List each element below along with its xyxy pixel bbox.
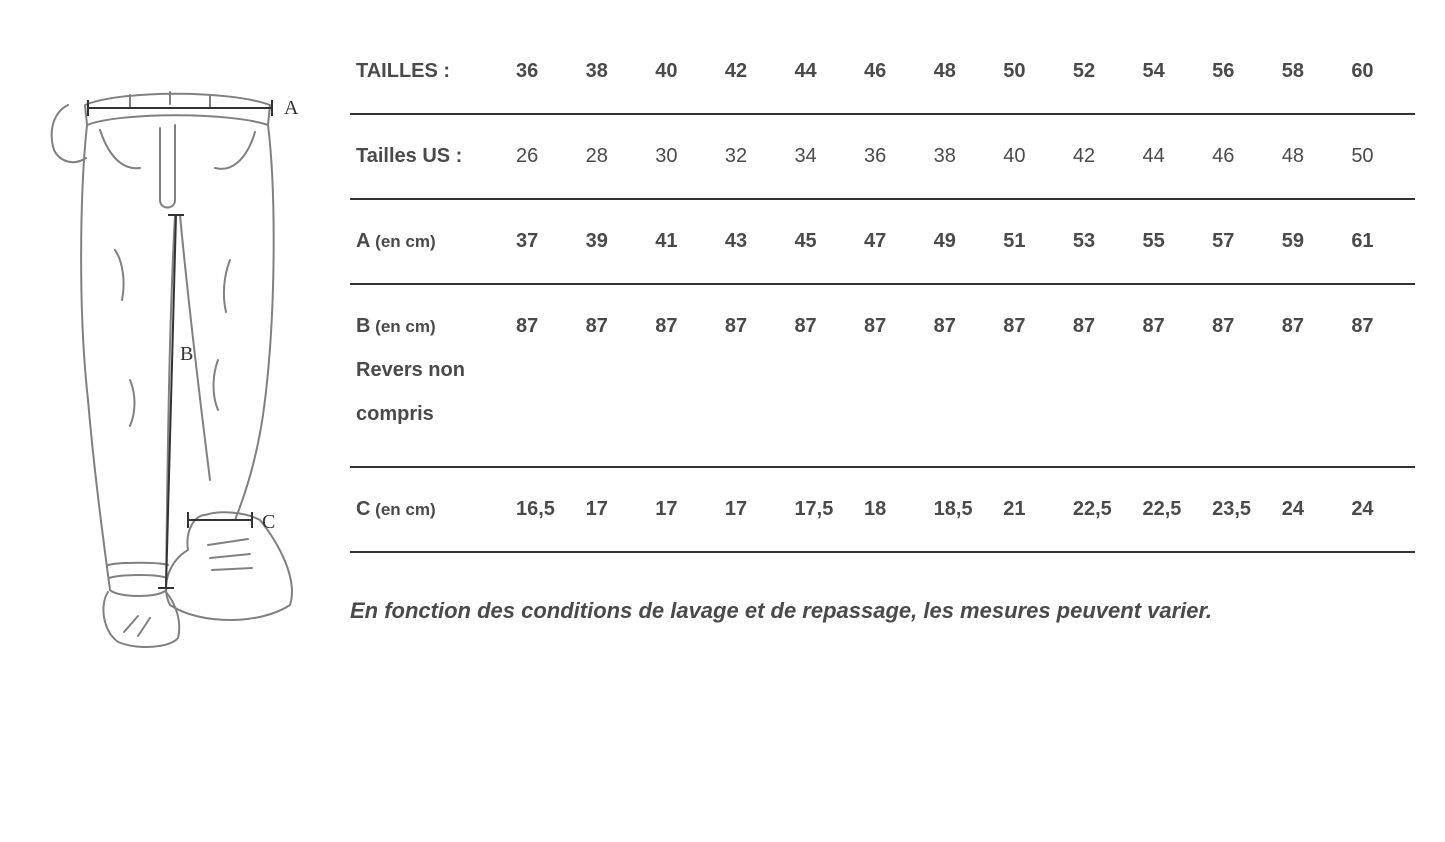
- row-label: B (en cm) Revers non compris: [350, 284, 510, 467]
- cell-value: 43: [719, 199, 789, 284]
- cell-value: 87: [719, 284, 789, 467]
- cell-value: 17: [649, 467, 719, 552]
- cell-value: 17,5: [788, 467, 858, 552]
- cell-value: 18: [858, 467, 928, 552]
- pants-svg: A B C: [10, 50, 310, 650]
- cell-value: 46: [1206, 114, 1276, 199]
- diagram-label-b: B: [180, 343, 193, 365]
- cell-value: 49: [928, 199, 998, 284]
- cell-value: 55: [1136, 199, 1206, 284]
- header-size: 40: [649, 30, 719, 114]
- header-size: 38: [580, 30, 650, 114]
- cell-value: 39: [580, 199, 650, 284]
- cell-value: 36: [858, 114, 928, 199]
- row-label: A (en cm): [350, 199, 510, 284]
- cell-value: 87: [1067, 284, 1137, 467]
- cell-value: 50: [1345, 114, 1415, 199]
- cell-value: 32: [719, 114, 789, 199]
- cell-value: 59: [1276, 199, 1346, 284]
- cell-value: 87: [649, 284, 719, 467]
- cell-value: 87: [928, 284, 998, 467]
- header-size: 56: [1206, 30, 1276, 114]
- cell-value: 26: [510, 114, 580, 199]
- cell-value: 87: [788, 284, 858, 467]
- cell-value: 42: [1067, 114, 1137, 199]
- size-table: TAILLES : 36 38 40 42 44 46 48 50 52 54 …: [350, 30, 1415, 553]
- header-size: 58: [1276, 30, 1346, 114]
- cell-value: 87: [580, 284, 650, 467]
- row-label: C (en cm): [350, 467, 510, 552]
- header-size: 46: [858, 30, 928, 114]
- header-size: 48: [928, 30, 998, 114]
- row-label-extra: Revers non compris: [356, 348, 504, 436]
- row-label-main: A: [356, 230, 370, 252]
- table-row: B (en cm)Revers non compris8787878787878…: [350, 284, 1415, 467]
- cell-value: 40: [997, 114, 1067, 199]
- row-label-main: C: [356, 498, 370, 520]
- cell-value: 87: [1345, 284, 1415, 467]
- cell-value: 18,5: [928, 467, 998, 552]
- footnote-text: En fonction des conditions de lavage et …: [350, 593, 1415, 628]
- table-body: Tailles US :26283032343638404244464850A …: [350, 114, 1415, 552]
- diagram-label-c: C: [262, 511, 275, 533]
- cell-value: 24: [1345, 467, 1415, 552]
- cell-value: 45: [788, 199, 858, 284]
- header-label: TAILLES :: [350, 30, 510, 114]
- cell-value: 37: [510, 199, 580, 284]
- cell-value: 16,5: [510, 467, 580, 552]
- header-size: 54: [1136, 30, 1206, 114]
- cell-value: 24: [1276, 467, 1346, 552]
- cell-value: 22,5: [1136, 467, 1206, 552]
- cell-value: 21: [997, 467, 1067, 552]
- cell-value: 17: [719, 467, 789, 552]
- pants-diagram: A B C: [10, 30, 310, 812]
- header-size: 52: [1067, 30, 1137, 114]
- header-size: 50: [997, 30, 1067, 114]
- table-row: C (en cm)16,517171717,51818,52122,522,52…: [350, 467, 1415, 552]
- cell-value: 87: [858, 284, 928, 467]
- table-row: A (en cm)37394143454749515355575961: [350, 199, 1415, 284]
- cell-value: 61: [1345, 199, 1415, 284]
- header-size: 36: [510, 30, 580, 114]
- table-header-row: TAILLES : 36 38 40 42 44 46 48 50 52 54 …: [350, 30, 1415, 114]
- row-label-sub: (en cm): [370, 317, 435, 336]
- header-size: 42: [719, 30, 789, 114]
- header-size: 44: [788, 30, 858, 114]
- cell-value: 57: [1206, 199, 1276, 284]
- cell-value: 44: [1136, 114, 1206, 199]
- cell-value: 87: [1136, 284, 1206, 467]
- cell-value: 87: [510, 284, 580, 467]
- content-area: TAILLES : 36 38 40 42 44 46 48 50 52 54 …: [350, 30, 1435, 812]
- cell-value: 51: [997, 199, 1067, 284]
- cell-value: 34: [788, 114, 858, 199]
- header-size: 60: [1345, 30, 1415, 114]
- cell-value: 48: [1276, 114, 1346, 199]
- table-row: Tailles US :26283032343638404244464850: [350, 114, 1415, 199]
- cell-value: 87: [997, 284, 1067, 467]
- row-label-main: B: [356, 315, 370, 337]
- cell-value: 22,5: [1067, 467, 1137, 552]
- cell-value: 87: [1206, 284, 1276, 467]
- cell-value: 41: [649, 199, 719, 284]
- cell-value: 17: [580, 467, 650, 552]
- cell-value: 38: [928, 114, 998, 199]
- row-label: Tailles US :: [350, 114, 510, 199]
- cell-value: 47: [858, 199, 928, 284]
- row-label-sub: (en cm): [370, 500, 435, 519]
- cell-value: 87: [1276, 284, 1346, 467]
- diagram-label-a: A: [284, 97, 299, 119]
- cell-value: 28: [580, 114, 650, 199]
- cell-value: 30: [649, 114, 719, 199]
- row-label-sub: (en cm): [370, 232, 435, 251]
- cell-value: 53: [1067, 199, 1137, 284]
- cell-value: 23,5: [1206, 467, 1276, 552]
